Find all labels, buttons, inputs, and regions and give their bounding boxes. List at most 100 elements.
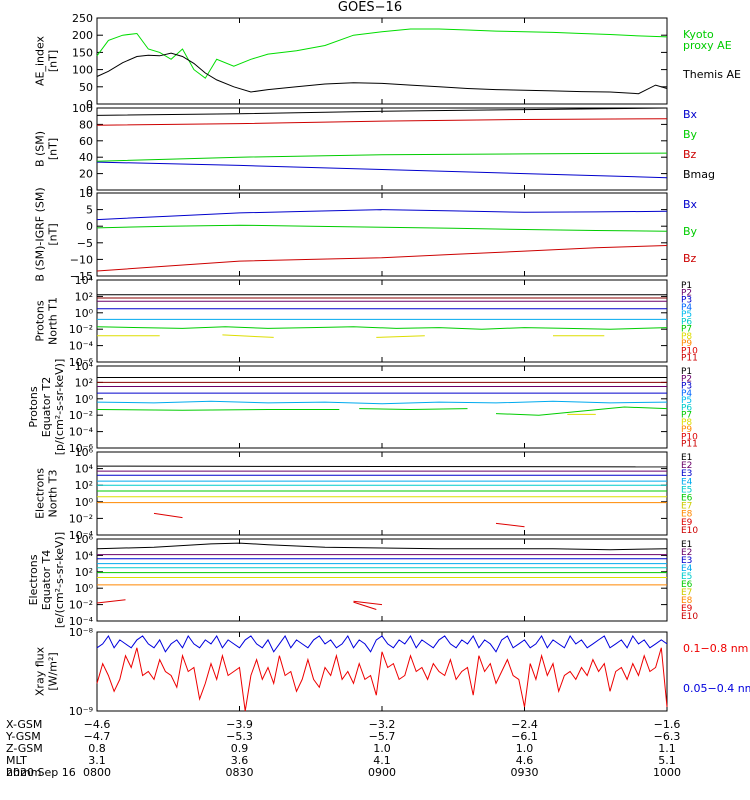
series-e1 [96, 542, 668, 551]
y-tick-label: 200 [72, 29, 93, 42]
series-by [96, 152, 668, 162]
y-axis-label-line: [p/(cm²-s-sr-keV)] [53, 359, 66, 456]
y-tick-label: 150 [72, 46, 93, 59]
y-axis-label: ElectronsNorth T3 [34, 468, 60, 519]
legend-p5: P5 [681, 310, 692, 320]
y-tick-label: 10⁰ [75, 307, 94, 320]
y-axis-label: ElectronsEquator T4[e/(cm²-s-sr-keV)] [27, 532, 66, 628]
y-tick-label: 10⁻⁹ [69, 705, 93, 718]
series-p6c [495, 406, 668, 416]
y-tick-label: 60 [79, 135, 93, 148]
side-label-line: Bmag [683, 168, 715, 181]
legend-p10: P10 [681, 346, 698, 356]
y-tick-label: 40 [79, 151, 93, 164]
legend-e4: E4 [681, 477, 693, 487]
legend-p4: P4 [681, 389, 692, 399]
x-tick-value: 0900 [368, 766, 396, 779]
series-p6 [96, 326, 668, 330]
x-row-label: MLT [6, 754, 27, 767]
y-tick-label: 10⁻² [69, 323, 93, 336]
y-tick-label: 10⁻⁶ [69, 442, 94, 455]
panel-3: −15 −10 −5 0 5 10 B (SM)-IGRF (SM)[nT] [34, 187, 668, 283]
side-label-line: By [683, 225, 698, 238]
y-axis-label: Xray flux[W/m²] [34, 646, 60, 696]
legend-p1: P1 [681, 367, 692, 377]
y-axis-label-line: [nT] [47, 138, 60, 160]
side-label: Bx [683, 108, 698, 121]
y-axis-label-line: [e/(cm²-s-sr-keV)] [53, 532, 66, 628]
x-tick-value: 1.0 [516, 742, 534, 755]
legend-e5: E5 [681, 572, 692, 582]
x-tick-value: 0930 [511, 766, 539, 779]
y-axis-label-line: Protons [27, 386, 40, 427]
series-e9 [153, 512, 183, 519]
y-tick-label: 10⁴ [75, 360, 94, 373]
legend-p7: P7 [681, 411, 692, 421]
y-axis-label-line: AE_index [34, 35, 47, 86]
series-by [96, 224, 668, 232]
panel-1: 0 50 100 150 200 250 AE_index[nT] [34, 12, 668, 111]
y-tick-label: 10⁻⁴ [69, 426, 94, 439]
x-tick-value: −5.3 [226, 730, 253, 743]
series-p6b [359, 408, 468, 411]
legend-e7: E7 [681, 502, 692, 512]
series-bz [96, 245, 668, 272]
y-tick-label: 10⁻⁸ [69, 626, 94, 639]
side-label-line: Themis AE [682, 68, 741, 81]
y-tick-label: 10² [75, 479, 93, 492]
y-tick-label: 10⁻² [69, 512, 93, 525]
x-tick-value: 1.1 [658, 742, 676, 755]
y-axis-label: ProtonsEquator T2[p/(cm²-s-sr-keV)] [27, 359, 66, 456]
y-tick-label: 250 [72, 12, 93, 25]
date-label: 2020 Sep 16 [6, 766, 76, 779]
y-axis-label-line: Equator T4 [40, 550, 53, 610]
legend-p11: P11 [681, 440, 698, 450]
side-label: Bmag [683, 168, 715, 181]
x-tick-value: 0.8 [88, 742, 106, 755]
legend-p5: P5 [681, 396, 692, 406]
legend-p2: P2 [681, 374, 692, 384]
legend-p1: P1 [681, 281, 692, 291]
legend-e10: E10 [681, 612, 698, 622]
panel-frame [96, 279, 668, 363]
y-axis-label-line: North T1 [47, 297, 60, 345]
x-row-label: hhmm [6, 766, 41, 779]
series-p7c [376, 335, 425, 338]
legend-e1: E1 [681, 540, 692, 550]
side-label-line: Bz [683, 252, 697, 265]
y-tick-label: 10⁰ [75, 393, 94, 406]
y-tick-label: 10⁶ [75, 446, 94, 459]
y-axis-label: AE_index[nT] [34, 35, 60, 86]
y-tick-label: 10⁻⁴ [69, 615, 94, 628]
x-tick-value: 4.6 [516, 754, 534, 767]
x-tick-value: −6.3 [654, 730, 681, 743]
y-tick-label: 10⁴ [75, 549, 94, 562]
series-kyoto-proxy-ae [96, 28, 668, 79]
legend-e3: E3 [681, 469, 692, 479]
panel-frame [96, 451, 668, 536]
y-tick-label: 100 [72, 64, 93, 77]
y-axis-label-line: B (SM)-IGRF (SM) [34, 187, 47, 281]
y-tick-label: 10 [79, 187, 93, 200]
legend-e7: E7 [681, 588, 692, 598]
panel-frame [96, 107, 668, 191]
panel-frame [96, 631, 668, 712]
y-tick-label: 10⁻² [69, 599, 93, 612]
y-tick-label: 0 [86, 184, 93, 197]
side-label: 0.05−0.4 nm [683, 682, 750, 695]
legend-p3: P3 [681, 296, 692, 306]
series-p7b [222, 334, 274, 338]
y-tick-label: 10⁻⁶ [69, 356, 94, 369]
series-0-05-0-4-nm [96, 635, 668, 653]
x-tick-value: 0800 [83, 766, 111, 779]
y-axis-label-line: [nT] [47, 50, 60, 72]
panel-4: 10⁴ 10² 10⁰ 10⁻² 10⁻⁴ 10⁻⁶ ProtonsNorth T1 P1P2… [34, 274, 699, 369]
y-tick-label: 10⁴ [75, 274, 94, 287]
y-axis-label-line: Protons [34, 300, 47, 341]
y-tick-label: 10² [75, 290, 93, 303]
legend-e2: E2 [681, 548, 692, 558]
side-label: Bz [683, 252, 697, 265]
